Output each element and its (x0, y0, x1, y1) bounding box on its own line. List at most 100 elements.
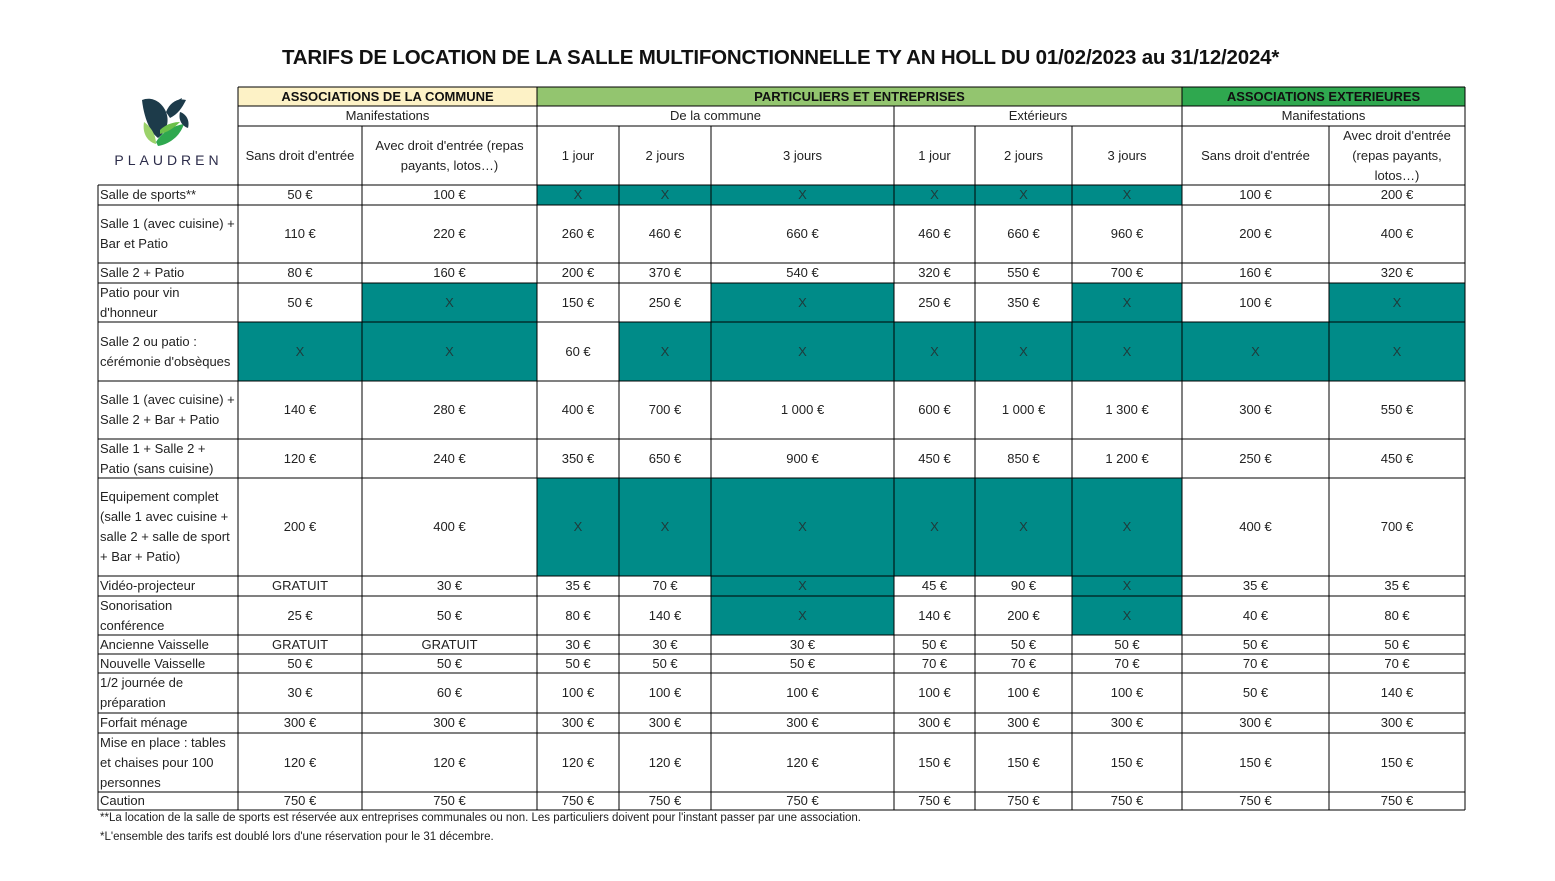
unavailable-cell: X (1072, 576, 1182, 596)
price-cell: 140 € (648, 607, 682, 623)
price-cell: 80 € (287, 265, 313, 280)
unavailable-cell: X (619, 322, 711, 381)
price-cell: 50 € (287, 655, 313, 671)
row-label: 1/2 journée de préparation (100, 675, 184, 710)
price-cell: 300 € (648, 715, 682, 730)
price-cell: 300 € (1239, 402, 1272, 417)
price-cell: 140 € (918, 607, 951, 623)
unavailable-cell: X (711, 283, 894, 322)
price-cell: 70 € (921, 655, 948, 671)
price-cell: 1 300 € (1105, 402, 1149, 417)
unavailable-cell: X (894, 185, 975, 205)
price-cell: 200 € (283, 519, 317, 534)
unavailable-cell: X (537, 478, 619, 576)
subgroup-de-la-commune: De la commune (669, 108, 762, 123)
subgroup-exterieurs: Extérieurs (1008, 108, 1068, 123)
price-cell: 50 € (565, 655, 591, 671)
price-cell: 750 € (433, 793, 466, 808)
bird-leaf-icon (142, 98, 189, 146)
price-cell: 600 € (918, 402, 951, 417)
price-cell: 60 € (436, 685, 463, 700)
unavailable-cell: X (975, 322, 1072, 381)
row-label: Salle 2 + Patio (100, 265, 185, 280)
price-cell: 550 € (1380, 402, 1414, 417)
price-cell: 110 € (284, 226, 316, 241)
price-cell: 250 € (1239, 450, 1272, 466)
column-header: Avec droit d'entrée (repas payants, loto… (1343, 127, 1451, 183)
price-cell: 750 € (1110, 793, 1144, 808)
price-cell: 750 € (1380, 793, 1414, 808)
price-cell: 650 € (648, 450, 682, 466)
price-cell: 300 € (1380, 715, 1414, 730)
price-cell: 400 € (561, 402, 595, 417)
unavailable-cell: X (619, 185, 711, 205)
unavailable-cell: X (1072, 322, 1182, 381)
row-label: Caution (100, 793, 145, 808)
price-cell: GRATUIT (271, 578, 329, 593)
price-cell: 45 € (921, 578, 948, 593)
price-cell: 300 € (561, 715, 595, 730)
price-cell: 140 € (1380, 685, 1414, 700)
unavailable-cell: X (894, 322, 975, 381)
row-label: Salle 1 (avec cuisine) + Bar et Patio (100, 216, 235, 251)
price-cell: 100 € (1239, 187, 1272, 202)
price-cell: 750 € (918, 793, 951, 808)
unavailable-cell: X (362, 322, 537, 381)
price-cell: 300 € (918, 715, 951, 730)
price-cell: 320 € (918, 265, 951, 280)
price-cell: 35 € (1242, 578, 1269, 593)
unavailable-cell: X (1182, 322, 1329, 381)
price-cell: 70 € (1384, 655, 1410, 671)
price-cell: 70 € (1010, 655, 1037, 671)
price-cell: 30 € (789, 636, 816, 652)
price-cell: 50 € (1242, 685, 1269, 700)
unavailable-cell: X (711, 322, 894, 381)
logo-wordmark: PLAUDREN (114, 152, 223, 168)
price-cell: 700 € (1380, 519, 1414, 534)
price-cell: 750 € (1239, 793, 1272, 808)
price-cell: 250 € (918, 294, 951, 310)
price-cell: 120 € (283, 450, 317, 466)
price-cell: 60 € (565, 343, 591, 359)
price-cell: 540 € (786, 265, 819, 280)
unavailable-cell: X (711, 576, 894, 596)
price-cell: 140 € (283, 402, 317, 417)
row-label: Forfait ménage (100, 715, 188, 730)
row-label: Equipement complet (salle 1 avec cuisine… (100, 489, 230, 564)
price-cell: 25 € (287, 607, 313, 623)
row-label: Salle 2 ou patio : cérémonie d'obsèques (100, 333, 231, 369)
price-cell: 100 € (918, 685, 951, 700)
unavailable-cell: X (1329, 322, 1465, 381)
price-cell: 50 € (287, 187, 313, 202)
row-label: Nouvelle Vaisselle (100, 655, 206, 671)
price-cell: 50 € (789, 655, 816, 671)
price-cell: 50 € (921, 636, 948, 652)
price-cell: 1 000 € (780, 402, 825, 417)
group-associations-commune: ASSOCIATIONS DE LA COMMUNE (238, 87, 537, 106)
price-cell: 100 € (1007, 685, 1040, 700)
price-cell: 300 € (283, 715, 317, 730)
price-cell: 30 € (436, 578, 463, 593)
price-cell: 350 € (1007, 294, 1040, 310)
row-label: Patio pour vin d'honneur (100, 284, 180, 320)
unavailable-cell: X (1072, 596, 1182, 635)
price-cell: 100 € (786, 685, 819, 700)
price-cell: 320 € (1380, 265, 1414, 280)
subgroup-manifestations: Manifestations (345, 108, 430, 123)
plaudren-logo: PLAUDREN (100, 88, 237, 184)
price-cell: 100 € (1239, 294, 1272, 310)
price-cell: 450 € (918, 450, 951, 466)
price-cell: 150 € (1110, 754, 1144, 770)
price-cell: 30 € (652, 636, 678, 652)
row-label: Sonorisation conférence (100, 597, 173, 633)
price-cell: 1 000 € (1001, 402, 1046, 417)
row-label: Salle 1 + Salle 2 + Patio (sans cuisine) (100, 440, 214, 476)
price-cell: 100 € (1110, 685, 1144, 700)
column-header: 3 jours (782, 147, 823, 163)
price-cell: 70 € (652, 578, 678, 593)
column-header: 1 jour (561, 147, 595, 163)
group-associations-exterieures: ASSOCIATIONS EXTERIEURES (1182, 87, 1465, 106)
price-cell: 120 € (786, 754, 819, 770)
price-cell: 400 € (1239, 519, 1272, 534)
